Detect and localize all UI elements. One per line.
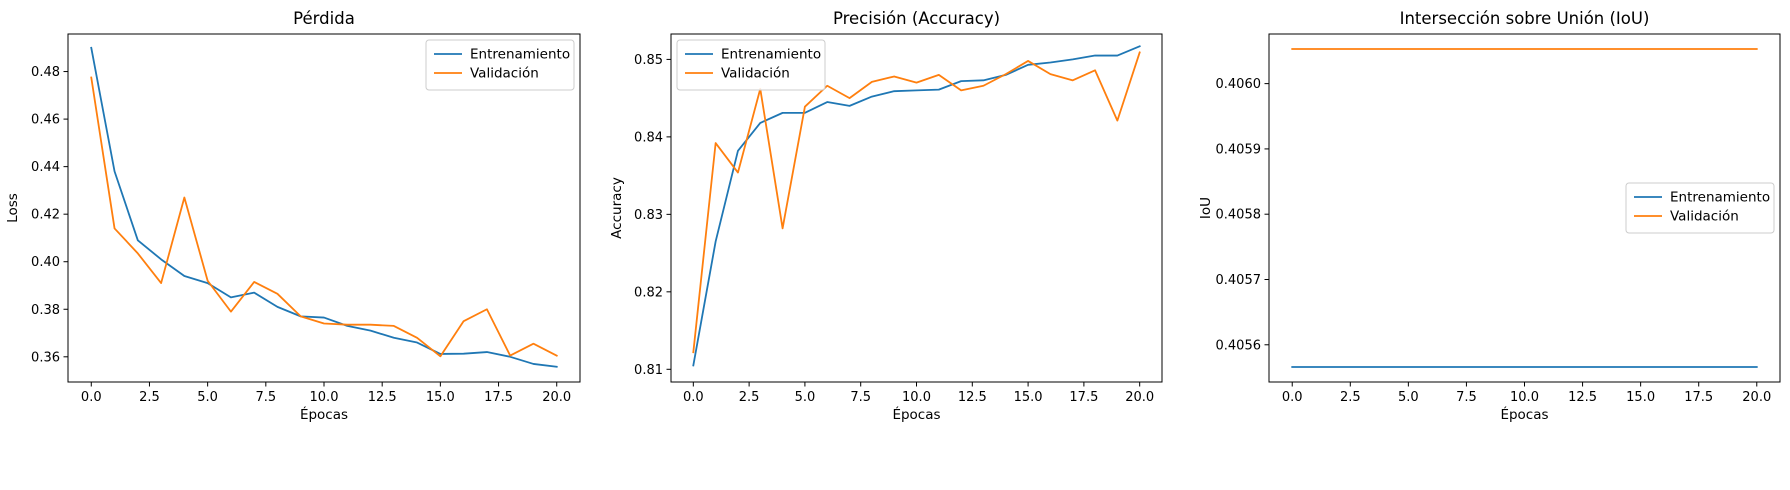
series-line-entrenamiento (692, 45, 1141, 367)
chart-title: Intersección sobre Unión (IoU) (1400, 9, 1650, 28)
chart-panel-2: 0.0 2.5 5.0 7.5 10.0 12.5 15.0 17.5 20.0 0.81 0.82… (609, 9, 1163, 423)
legend-label: Validación (721, 66, 790, 82)
y-axis-label: Accuracy (609, 177, 625, 239)
legend-box (676, 39, 826, 91)
x-tick-label: 10.0 (1510, 390, 1539, 405)
y-tick-label: 0.4059 (1216, 142, 1262, 157)
y-tick-label: 0.42 (31, 208, 60, 223)
x-tick-label: 17.5 (1684, 390, 1713, 405)
legend-entry-entrenamiento: Entrenamiento (1634, 190, 1770, 206)
x-tick-label: 15.0 (1626, 390, 1655, 405)
x-tick-label: 0.0 (683, 390, 704, 405)
x-axis-label: Épocas (1500, 406, 1548, 423)
x-tick-label: 17.5 (1069, 390, 1098, 405)
x-tick-label: 15.0 (1014, 390, 1043, 405)
x-tick-label: 12.5 (958, 390, 987, 405)
x-tick-label: 10.0 (310, 390, 339, 405)
y-tick-label: 0.48 (31, 65, 60, 80)
y-tick-label: 0.85 (634, 53, 663, 68)
x-tick-label: 12.5 (368, 390, 397, 405)
x-tick-label: 20.0 (1742, 390, 1771, 405)
y-tick-label: 0.82 (634, 285, 663, 300)
x-tick-label: 0.0 (1282, 390, 1303, 405)
x-tick-label: 7.5 (255, 390, 276, 405)
chart-title: Precisión (Accuracy) (833, 9, 1000, 28)
x-tick-label: 10.0 (902, 390, 931, 405)
x-tick-label: 7.5 (1456, 390, 1477, 405)
x-tick-label: 2.5 (1340, 390, 1361, 405)
legend-label: Validación (1670, 209, 1739, 225)
chart-title: Pérdida (293, 9, 355, 28)
x-tick-label: 5.0 (1398, 390, 1419, 405)
legend: Entrenamiento Validación (425, 39, 575, 91)
y-axis-label: IoU (1198, 197, 1214, 219)
y-tick-label: 0.38 (31, 303, 60, 318)
chart-panel-1: 0.0 2.5 5.0 7.5 10.0 12.5 15.0 17.5 20.0 0.36 0.38… (5, 9, 581, 423)
x-tick-label: 0.0 (81, 390, 102, 405)
legend-box (1625, 182, 1775, 234)
chart-panel-3: 0.0 2.5 5.0 7.5 10.0 12.5 15.0 17.5 20.0 0.4056 0.… (1198, 9, 1781, 423)
y-tick-label: 0.81 (634, 363, 663, 378)
y-axis-label: Loss (5, 193, 21, 223)
x-tick-label: 5.0 (197, 390, 218, 405)
series-line-validacion (692, 51, 1141, 354)
x-axis-label: Épocas (300, 406, 348, 423)
x-tick-label: 15.0 (426, 390, 455, 405)
x-tick-label: 7.5 (850, 390, 871, 405)
legend-entry-validacion: Validación (1634, 209, 1739, 225)
legend: Entrenamiento Validación (676, 39, 826, 91)
x-tick-label: 20.0 (1125, 390, 1154, 405)
x-tick-label: 12.5 (1568, 390, 1597, 405)
y-tick-label: 0.4058 (1216, 208, 1262, 223)
legend-entry-validacion: Validación (434, 66, 539, 82)
series-line-entrenamiento (90, 46, 558, 368)
x-tick-label: 17.5 (484, 390, 513, 405)
y-tick-label: 0.40 (31, 255, 60, 270)
legend-entry-validacion: Validación (685, 66, 790, 82)
y-tick-label: 0.46 (31, 113, 60, 128)
legend-label: Validación (470, 66, 539, 82)
y-tick-label: 0.4057 (1216, 273, 1262, 288)
x-tick-label: 20.0 (542, 390, 571, 405)
y-tick-label: 0.4056 (1216, 338, 1262, 353)
legend-entry-entrenamiento: Entrenamiento (685, 47, 821, 63)
y-tick-label: 0.83 (634, 208, 663, 223)
legend-entry-entrenamiento: Entrenamiento (434, 47, 570, 63)
x-tick-label: 5.0 (795, 390, 816, 405)
y-tick-label: 0.36 (31, 350, 60, 365)
legend: Entrenamiento Validación (1625, 182, 1775, 234)
x-tick-label: 2.5 (139, 390, 160, 405)
x-tick-label: 2.5 (739, 390, 760, 405)
legend-label: Entrenamiento (1670, 190, 1770, 206)
x-axis-label: Épocas (892, 406, 940, 423)
y-tick-label: 0.44 (31, 160, 60, 175)
legend-label: Entrenamiento (470, 47, 570, 63)
series-line-validacion (90, 76, 558, 358)
y-tick-label: 0.84 (634, 130, 663, 145)
legend-box (425, 39, 575, 91)
y-tick-label: 0.4060 (1216, 77, 1262, 92)
legend-label: Entrenamiento (721, 47, 821, 63)
